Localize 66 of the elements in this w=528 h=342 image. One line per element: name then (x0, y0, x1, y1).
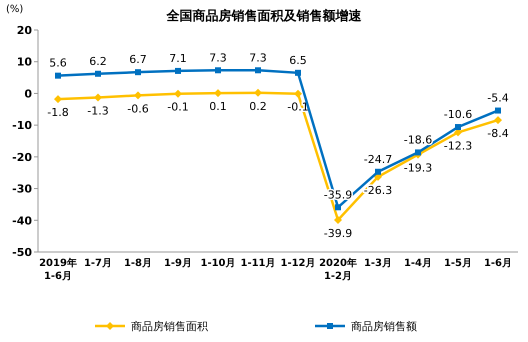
point (335, 204, 341, 210)
x-tick-label: 1-9月 (164, 258, 192, 269)
data-label: 5.6 (49, 56, 67, 70)
point (95, 70, 101, 77)
point (134, 91, 142, 100)
point (175, 68, 181, 74)
data-label: -0.1 (167, 100, 189, 114)
point (215, 67, 221, 74)
point (254, 88, 262, 97)
y-axis-title: (%) (6, 4, 24, 15)
data-label: 7.3 (209, 51, 227, 64)
y-tick-label: -10 (12, 119, 32, 132)
x-tick-label: 2019年 1-6月 (39, 257, 77, 282)
point (495, 108, 501, 114)
data-label: -5.4 (487, 92, 509, 105)
legend-label: 商品房销售面积 (131, 320, 208, 333)
data-label: -24.7 (364, 152, 392, 166)
point (94, 94, 102, 102)
point (55, 72, 61, 79)
y-tick-label: -40 (12, 214, 32, 228)
y-tick-label: -30 (12, 182, 32, 196)
point (334, 216, 342, 224)
y-tick-label: -20 (12, 150, 32, 164)
point (294, 90, 302, 98)
point (174, 90, 182, 98)
data-label: -1.8 (47, 106, 69, 120)
y-tick-label: 10 (16, 56, 32, 69)
point (375, 168, 381, 175)
y-tick-label: -50 (12, 246, 32, 259)
data-label: 7.1 (169, 52, 187, 65)
data-label: 0.1 (209, 100, 227, 114)
x-tick-label: 1-12月 (280, 258, 316, 269)
point (135, 69, 141, 76)
x-tick-label: 1-4月 (404, 258, 432, 269)
data-label: -39.9 (324, 226, 352, 240)
data-label: -1.3 (87, 104, 109, 118)
data-label: -18.6 (404, 133, 432, 146)
point (455, 124, 461, 130)
x-tick-label: 1-5月 (444, 258, 472, 269)
y-tick-label: 20 (16, 24, 32, 37)
point (214, 89, 222, 98)
x-tick-label: 1-3月 (364, 258, 392, 269)
data-label: -10.6 (444, 108, 472, 122)
data-label: -12.3 (444, 139, 472, 152)
data-label: -8.4 (487, 127, 509, 140)
point (54, 95, 62, 104)
data-label: -19.3 (404, 162, 432, 175)
data-label: 6.2 (89, 54, 107, 68)
x-tick-label: 1-6月 (484, 258, 512, 269)
data-label: -0.6 (127, 102, 149, 116)
x-tick-label: 1-10月 (200, 258, 236, 269)
y-tick-label: 0 (24, 87, 32, 100)
point (494, 116, 502, 124)
x-tick-label: 1-7月 (84, 258, 112, 269)
x-tick-label: 1-11月 (240, 258, 276, 269)
data-label: 6.5 (289, 54, 307, 67)
point (295, 70, 301, 76)
data-label: 7.3 (249, 51, 267, 64)
point (255, 67, 261, 74)
x-tick-label: 2020年 1-2月 (319, 257, 357, 282)
chart-title: 全国商品房销售面积及销售额增速 (166, 8, 362, 24)
data-label: 6.7 (129, 53, 147, 66)
data-label: 0.2 (249, 100, 267, 113)
legend-label: 商品房销售额 (351, 320, 417, 333)
point (415, 149, 421, 156)
x-tick-label: 1-8月 (124, 258, 152, 269)
